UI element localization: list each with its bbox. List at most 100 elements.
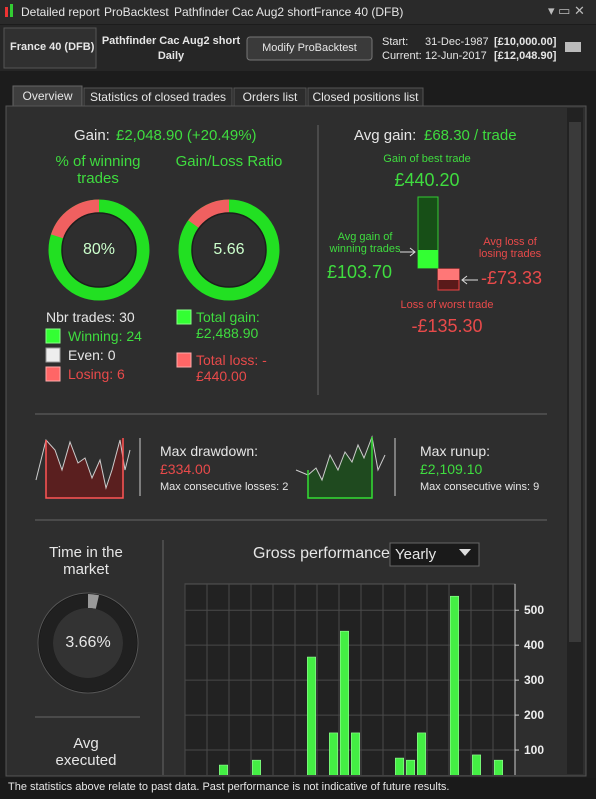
bar [351, 732, 360, 775]
runup: £2,109.10 [420, 461, 483, 477]
drawdown-consecutive: Max consecutive losses: 2 [160, 481, 289, 493]
legend-swatch [176, 352, 192, 368]
titlebar-item: ProBacktest [104, 5, 169, 19]
legend-swatch [176, 309, 192, 325]
drawdown-label: Max drawdown: [160, 443, 259, 459]
button-label[interactable]: Modify ProBacktest [262, 42, 357, 54]
donut-edge [61, 212, 137, 288]
button[interactable] [246, 36, 373, 61]
y-tick-label: 100 [524, 743, 544, 757]
gain-label: Gain: [74, 127, 110, 144]
start-capital: [£10,000.00] [494, 36, 557, 48]
y-tick-label: 400 [524, 638, 544, 652]
y-tick-label: 200 [524, 708, 544, 722]
best: £440.20 [394, 170, 460, 190]
tab-label[interactable]: Statistics of closed trades [89, 90, 227, 104]
winning: Winning: 24 [68, 328, 142, 344]
best-label: Gain of best trade [383, 153, 471, 165]
losing: Losing: 6 [68, 366, 125, 382]
window-controls[interactable]: ▾ ▭ ✕ [548, 3, 585, 18]
avg-loss: -£73.33 [481, 268, 543, 288]
nbr-trades: Nbr trades: 30 [46, 309, 135, 325]
avg-win-label: Avg gain of winning trades [329, 231, 401, 255]
chart: 100 200 300 400 500 [184, 583, 544, 775]
bar [340, 630, 349, 775]
footer [0, 778, 596, 799]
period-value[interactable]: Yearly [395, 546, 437, 563]
time-label: Time in the market [49, 544, 123, 578]
period-select[interactable] [389, 542, 480, 567]
runup-area [308, 437, 372, 498]
worst: -£135.30 [411, 316, 483, 336]
icon [5, 7, 8, 17]
start-label: Start: [382, 36, 409, 48]
runup-label: Max runup: [420, 443, 491, 459]
current-capital: [£12,048.90] [494, 50, 557, 62]
instrument: France 40 (DFB) [10, 41, 95, 53]
avg-gain: £68.30 / trade [424, 127, 517, 144]
y-tick-label: 300 [524, 673, 544, 687]
plot-area [184, 583, 516, 775]
ratio: 5.66 [213, 241, 245, 258]
avg-win-bar [418, 250, 438, 268]
time-value: 3.66% [65, 634, 111, 651]
winning-pct: 80% [82, 241, 116, 258]
worst-label: Loss of worst trade [400, 299, 494, 311]
bar [329, 732, 338, 775]
tab-label[interactable]: Orders list [242, 90, 298, 104]
start-date: 31-Dec-1987 [425, 36, 489, 48]
y-tick-label: 500 [524, 603, 544, 617]
avg-loss-label: Avg loss of losing trades [478, 236, 542, 260]
tab-label[interactable]: Overview [22, 89, 73, 103]
avg-gain-label: Avg gain: [354, 127, 417, 144]
system: Pathfinder Cac Aug2 short [101, 35, 241, 47]
bar [307, 656, 316, 775]
bar [395, 757, 404, 775]
scroll-thumb[interactable] [569, 122, 581, 642]
drawdown-line [35, 438, 131, 490]
bar [450, 595, 459, 775]
print-icon[interactable] [565, 42, 581, 52]
even: Even: 0 [68, 347, 116, 363]
avg-loss-bar [438, 269, 459, 280]
dropdown-arrow[interactable] [459, 549, 471, 556]
ratio-title: Gain/Loss Ratio [175, 153, 283, 170]
period: Daily [157, 50, 185, 62]
arrow [461, 275, 478, 285]
current-label: Current: [382, 50, 422, 62]
titlebar [0, 0, 596, 24]
bar [494, 759, 503, 775]
total-loss: Total loss: -£440.00 [196, 352, 267, 384]
footer-text: The statistics above relate to past data… [8, 781, 450, 793]
donut-loss [188, 199, 230, 229]
bar [406, 759, 415, 775]
titlebar-item: Detailed report [21, 5, 100, 19]
instrument-box [3, 27, 97, 69]
time-arc [87, 594, 99, 609]
runup-frame [307, 437, 373, 499]
donut-loss [51, 199, 100, 239]
legend-swatch [45, 366, 61, 382]
current-date: 12-Jun-2017 [425, 50, 487, 62]
drawdown-frame [45, 438, 124, 499]
icon [10, 4, 13, 17]
runup-consecutive: Max consecutive wins: 9 [420, 481, 540, 493]
bar [472, 754, 481, 775]
arrow [400, 247, 416, 257]
total-gain: Total gain: £2,488.90 [196, 309, 260, 341]
legend-swatch [45, 347, 61, 363]
bar [417, 732, 426, 775]
donut-edge [191, 212, 267, 288]
gross-title: Gross performance [253, 545, 390, 562]
avg-executed-label: Avg executed [55, 735, 117, 769]
tab-label[interactable]: Closed positions list [312, 90, 419, 104]
bar [219, 764, 228, 775]
drawdown: £334.00 [160, 461, 211, 477]
avg-win: £103.70 [327, 262, 393, 282]
gain: £2,048.90 (+20.49%) [116, 127, 257, 144]
winning-title: % of winning trades [55, 153, 141, 187]
legend-swatch [45, 328, 61, 344]
titlebar-item: France 40 (DFB) [314, 5, 404, 19]
bar [252, 759, 261, 775]
